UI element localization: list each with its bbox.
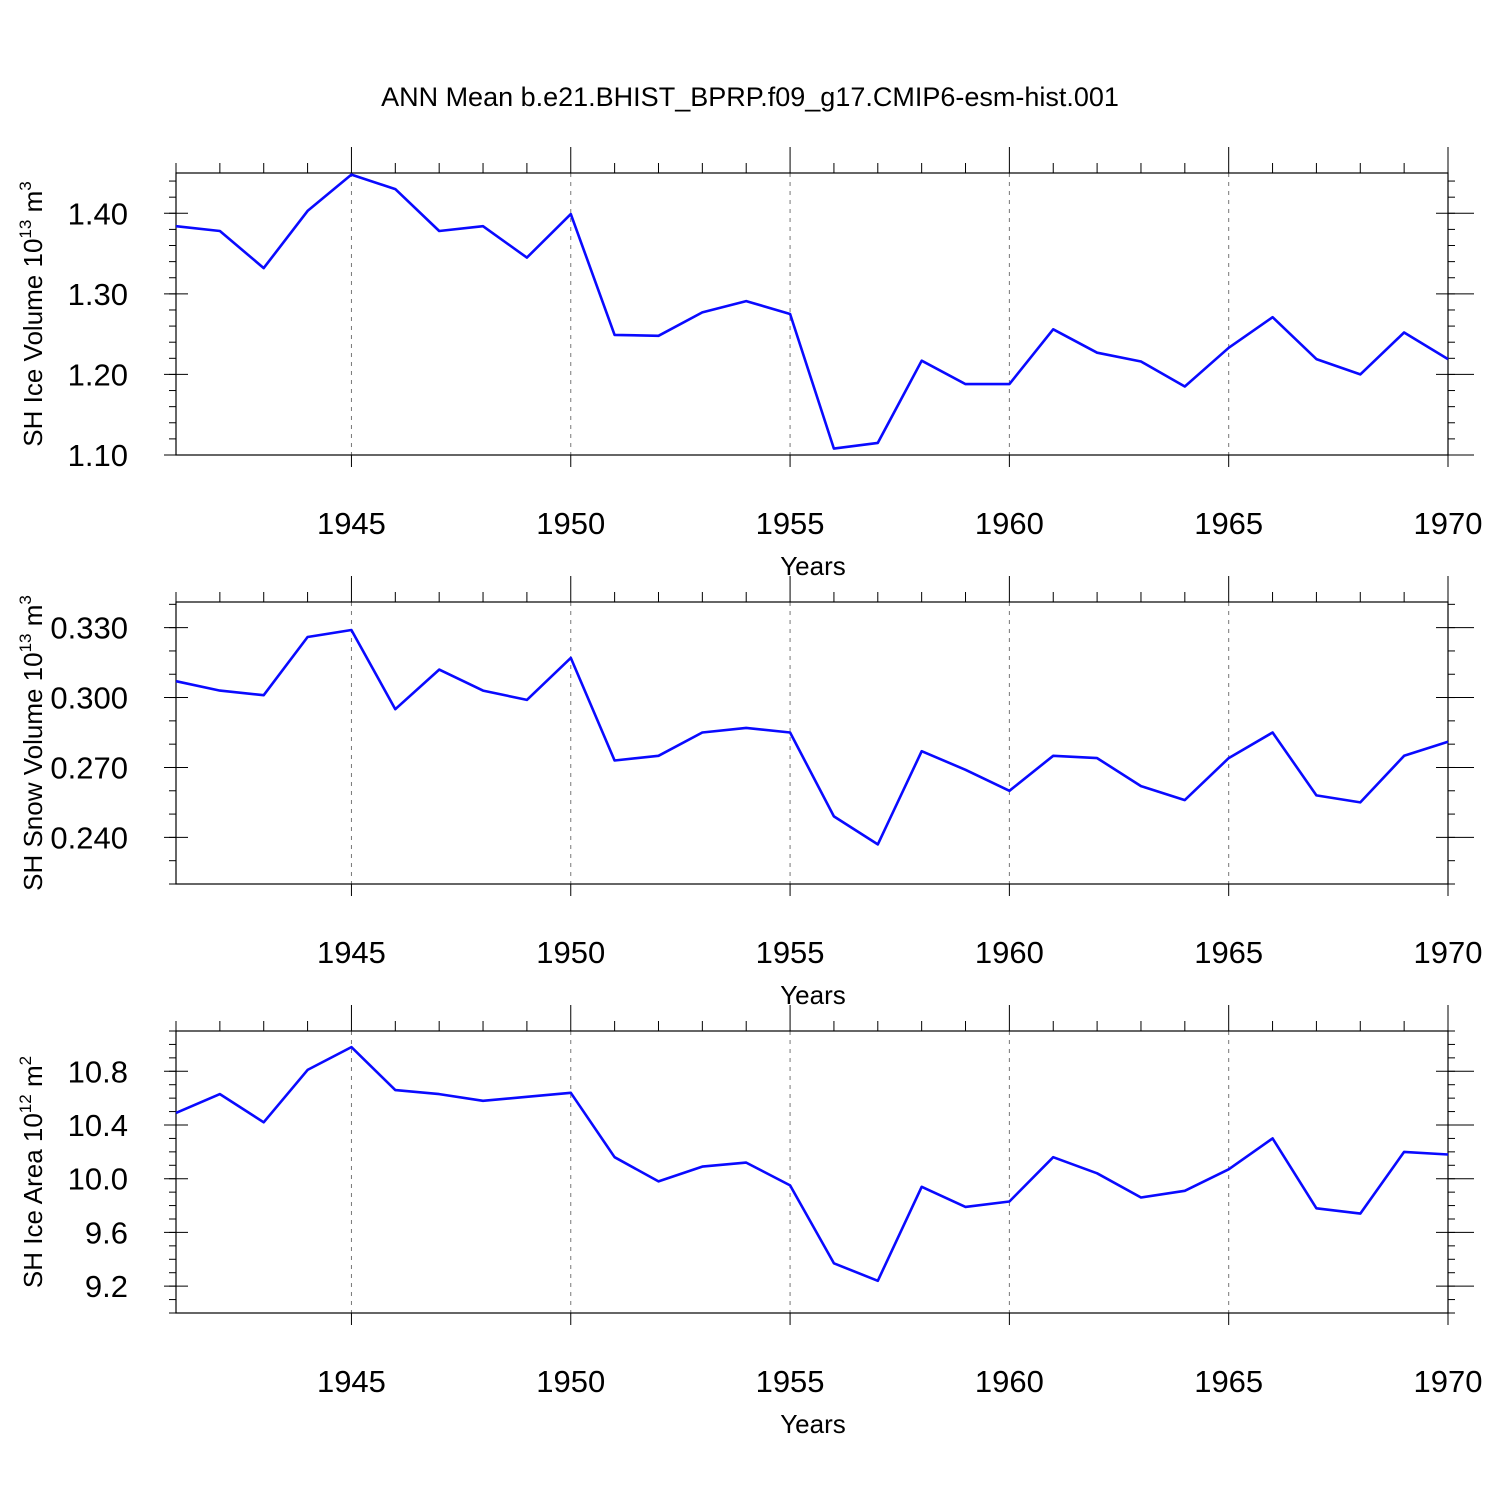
- x-tick-label: 1945: [317, 1364, 386, 1399]
- y-tick-label: 0.330: [50, 611, 128, 646]
- plot-frame: [175, 601, 1449, 885]
- y-axis-title-exponent: 12: [16, 1094, 35, 1113]
- y-tick-label: 0.300: [50, 681, 128, 716]
- y-tick-label: 10.4: [68, 1108, 128, 1143]
- panel-1: 1.10 1.20 1.30 1.40 1945 1950 1955 1960 1965 1970…: [16, 147, 1482, 581]
- y-axis-title-text: SH Snow Volume 10: [18, 652, 48, 890]
- y-tick-label: 0.270: [50, 750, 128, 785]
- y-axis-title: SH Ice Volume 1013 m3: [16, 181, 48, 446]
- x-tick-label: 1965: [1194, 506, 1263, 541]
- y-tick-label: 10.0: [68, 1162, 128, 1197]
- panel-2: 0.240 0.270 0.300 0.330 1945 1950 1955 1960 1965…: [16, 576, 1482, 1010]
- x-tick-label: 1955: [756, 506, 825, 541]
- y-axis-title-unit-exponent: 3: [16, 595, 35, 604]
- y-tick-label: 10.8: [68, 1054, 128, 1089]
- x-tick-label: 1945: [317, 935, 386, 970]
- y-axis-title-unit-exponent: 3: [16, 181, 35, 190]
- x-tick-label: 1970: [1414, 506, 1483, 541]
- x-axis-title: Years: [780, 1409, 846, 1439]
- y-axis-title-unit-exponent: 2: [16, 1056, 35, 1065]
- y-axis-title-unit: m: [18, 191, 48, 220]
- chart-title: ANN Mean b.e21.BHIST_BPRP.f09_g17.CMIP6-…: [381, 82, 1119, 112]
- x-tick-label: 1945: [317, 506, 386, 541]
- x-tick-label: 1970: [1414, 935, 1483, 970]
- y-axis-title: SH Ice Area 1012 m2: [16, 1056, 48, 1288]
- y-tick-label: 1.40: [68, 196, 128, 231]
- series-line: [175, 1045, 1449, 1283]
- y-tick-label: 9.2: [85, 1269, 128, 1304]
- x-tick-label: 1960: [975, 1364, 1044, 1399]
- plot-frame: [175, 1030, 1449, 1314]
- y-tick-label: 9.6: [85, 1215, 128, 1250]
- x-tick-label: 1950: [536, 935, 605, 970]
- y-axis-title-unit: m: [18, 1065, 48, 1094]
- y-axis-title-exponent: 13: [16, 633, 35, 652]
- y-axis-title-text: SH Ice Volume 10: [18, 239, 48, 447]
- x-tick-label: 1965: [1194, 1364, 1263, 1399]
- x-tick-label: 1965: [1194, 935, 1263, 970]
- panel-3: 9.2 9.6 10.0 10.4 10.8 1945 1950 1955 1960 1965 19…: [16, 1005, 1482, 1439]
- x-tick-label: 1960: [975, 935, 1044, 970]
- x-tick-label: 1950: [536, 506, 605, 541]
- y-axis-title: SH Snow Volume 1013 m3: [16, 595, 48, 891]
- series-line: [175, 173, 1449, 450]
- x-tick-label: 1960: [975, 506, 1044, 541]
- x-axis-title: Years: [780, 980, 846, 1010]
- y-axis-title-exponent: 13: [16, 220, 35, 239]
- y-tick-label: 1.10: [68, 438, 128, 473]
- x-tick-label: 1970: [1414, 1364, 1483, 1399]
- x-axis-title: Years: [780, 551, 846, 581]
- x-tick-label: 1950: [536, 1364, 605, 1399]
- y-tick-label: 0.240: [50, 820, 128, 855]
- y-axis-title-unit: m: [18, 605, 48, 634]
- y-axis-title-text: SH Ice Area 10: [18, 1113, 48, 1288]
- plot-frame: [175, 172, 1449, 456]
- y-tick-label: 1.20: [68, 357, 128, 392]
- x-tick-label: 1955: [756, 935, 825, 970]
- x-tick-label: 1955: [756, 1364, 825, 1399]
- y-tick-label: 1.30: [68, 277, 128, 312]
- series-line: [175, 628, 1449, 846]
